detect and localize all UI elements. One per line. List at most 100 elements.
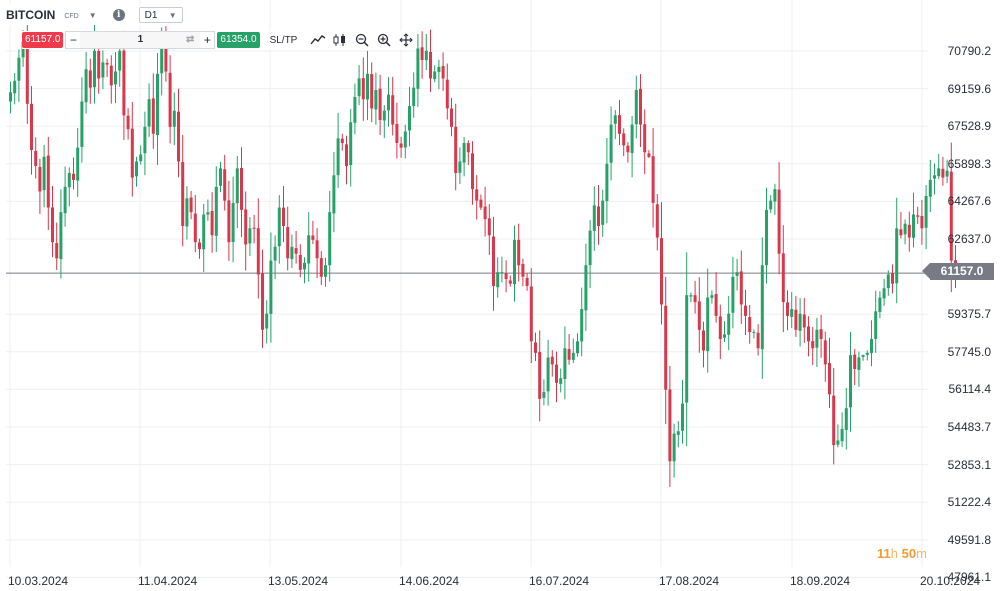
candle-up [408,106,411,131]
candle-down [34,150,38,167]
candle-up [634,89,638,125]
candle-down [550,356,554,365]
zoom-out-icon[interactable] [353,31,371,49]
candle-down [693,295,697,303]
plus-icon[interactable]: + [203,33,211,47]
candle-down [168,72,172,127]
candle-up [605,163,609,201]
candle-down [655,204,659,238]
candle-down [668,389,672,462]
candle-down [193,213,197,243]
candle-down [51,207,54,243]
candle-down [151,98,155,134]
symbol-tag: CFD [64,12,79,20]
candle-down [622,133,626,146]
candle-up [844,408,848,430]
zoom-in-icon[interactable] [375,31,393,49]
candle-up [328,212,332,266]
candle-up [878,297,882,312]
candle-up [769,200,773,210]
move-icon[interactable] [397,31,415,49]
candle-up [206,212,210,215]
sell-button[interactable]: 61157.0 [22,32,64,48]
candle-down [744,305,747,316]
candle-up [500,272,504,274]
candle-down [420,47,424,60]
candle-down [487,218,491,236]
timeframe-select[interactable]: D1 ▼ [138,7,183,23]
candle-down [223,169,227,201]
candlestick-icon[interactable] [331,31,349,49]
candle-up [374,89,378,110]
candle-up [332,175,336,214]
chevron-down-icon[interactable]: ▼ [88,10,97,20]
candle-down [819,329,823,340]
candle-down [399,143,403,148]
candle-down [38,166,42,192]
candle-up [681,403,684,431]
candle-down [97,50,101,79]
buy-button[interactable]: 61354.0 [217,32,260,48]
candle-up [609,124,613,163]
minus-icon[interactable]: − [69,33,77,47]
candle-down [941,168,945,178]
info-icon[interactable]: i [112,9,125,21]
candle-down [907,224,911,238]
line-chart-icon[interactable] [309,31,327,49]
candle-down [521,263,525,277]
candle-down [643,124,647,153]
candle-up [773,189,777,202]
candle-up [336,138,340,176]
swap-icon[interactable]: ⇄ [186,34,195,45]
candle-down [122,50,126,116]
candle-up [857,357,861,370]
candle-down [244,209,248,245]
candle-up [387,94,390,111]
x-tick-label: 13.05.2024 [268,574,329,588]
candle-up [882,288,886,299]
candle-up [576,341,579,354]
candle-up [798,313,802,331]
candle-down [529,286,533,342]
candle-up [945,170,949,177]
candle-down [286,226,290,259]
x-tick-label: 17.08.2024 [659,574,720,588]
candle-up [588,230,592,266]
candle-up [584,265,588,311]
candle-up [559,378,563,384]
x-tick-label: 14.06.2024 [399,574,460,588]
candle-down [298,254,302,270]
candle-down [450,108,453,127]
candle-down [126,115,130,130]
y-tick-label: 70790.2 [947,44,991,58]
candle-up [118,50,122,71]
candle-up [235,168,239,204]
candle-up [84,69,88,103]
x-tick-label: 16.07.2024 [529,574,590,588]
candle-up [676,431,680,435]
candle-down [25,40,29,104]
candle-up [412,87,416,107]
candle-up [59,212,63,260]
y-tick-label: 51222.4 [947,495,991,510]
candle-up [265,313,269,329]
candle-down [466,143,470,153]
candle-down [345,144,348,167]
candle-up [815,329,819,348]
candle-down [240,167,243,210]
quantity-stepper[interactable]: − 1 ⇄ + [65,31,216,49]
candle-down [538,351,542,399]
symbol-name[interactable]: BITCOIN [6,8,56,22]
candle-down [504,273,508,280]
current-price-badge: 61157.0 [922,263,994,280]
candle-up [542,392,546,398]
candle-down [651,156,655,203]
quantity-input[interactable]: 1 ⇄ [80,32,201,48]
candle-up [613,115,617,124]
y-tick-label: 67528.9 [947,119,991,134]
candle-down [697,301,701,330]
candle-down [597,206,600,227]
sltp-button[interactable]: SL/TP [269,34,298,46]
candle-up [147,99,151,127]
